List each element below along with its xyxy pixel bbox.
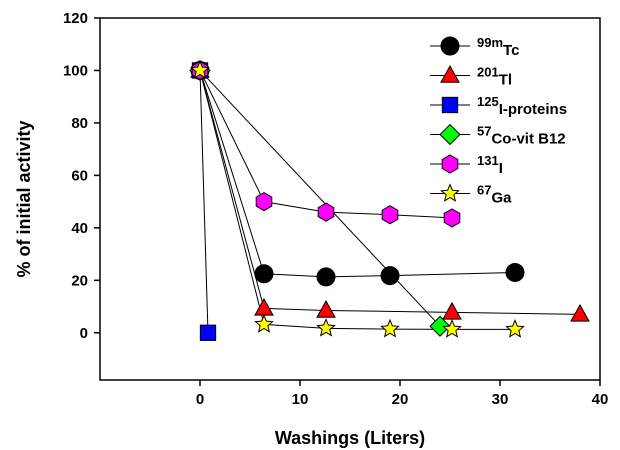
legend-item: 131I bbox=[430, 153, 503, 177]
legend-marker bbox=[440, 65, 460, 83]
data-point-square bbox=[199, 324, 217, 341]
data-point-circle bbox=[254, 264, 274, 284]
y-tick-label: 60 bbox=[71, 167, 88, 184]
data-point-diamond bbox=[429, 315, 451, 337]
data-point-hexagon bbox=[317, 202, 335, 222]
legend-label: 125I-proteins bbox=[477, 94, 567, 118]
data-point-hexagon bbox=[443, 208, 461, 228]
data-point-hexagon bbox=[381, 205, 399, 225]
y-axis-title: % of initial activity bbox=[14, 120, 34, 277]
data-point-circle bbox=[316, 267, 336, 287]
legend-marker bbox=[440, 36, 460, 56]
legend-item: 57Co-vit B12 bbox=[430, 124, 566, 148]
legend-label: 57Co-vit B12 bbox=[477, 124, 566, 148]
data-point-star bbox=[505, 319, 525, 338]
legend-marker bbox=[440, 183, 460, 202]
x-tick-label: 30 bbox=[492, 391, 509, 408]
axis-ticks: 0 10 20 30 40 0 20 40 60 80 100 120 bbox=[63, 10, 608, 408]
x-tick-label: 20 bbox=[392, 391, 409, 408]
legend-marker bbox=[441, 154, 459, 174]
legend-item: 99mTc bbox=[430, 35, 519, 59]
data-point-star bbox=[442, 319, 462, 338]
data-point-star bbox=[254, 314, 274, 333]
data-point-triangle bbox=[442, 301, 462, 320]
series-markers bbox=[189, 59, 590, 341]
series-line-square bbox=[199, 70, 209, 333]
legend-marker bbox=[441, 96, 459, 114]
x-axis-title: Washings (Liters) bbox=[275, 428, 425, 448]
y-tick-label: 100 bbox=[63, 62, 88, 79]
legend-label: 201Tl bbox=[477, 65, 512, 89]
y-tick-label: 0 bbox=[80, 325, 88, 342]
series-line-hexagon bbox=[199, 70, 453, 219]
data-point-star bbox=[380, 318, 400, 338]
series-line-diamond bbox=[199, 70, 441, 327]
legend: 99mTc 201Tl 125I-proteins 57Co-vit B12 131I 6… bbox=[430, 35, 567, 207]
legend-item: 201Tl bbox=[430, 65, 512, 89]
legend-item: 67Ga bbox=[430, 183, 512, 207]
data-point-hexagon bbox=[255, 192, 273, 212]
data-point-circle bbox=[505, 262, 525, 282]
series-line-star bbox=[199, 70, 515, 330]
legend-marker bbox=[439, 123, 461, 146]
data-point-triangle bbox=[316, 300, 336, 318]
y-tick-label: 120 bbox=[63, 10, 88, 27]
plot-frame bbox=[99, 17, 601, 381]
legend-label: 131I bbox=[477, 153, 503, 177]
data-point-triangle bbox=[570, 303, 590, 322]
x-tick-label: 40 bbox=[592, 391, 609, 408]
data-point-star bbox=[316, 318, 336, 337]
x-tick-label: 0 bbox=[196, 391, 204, 408]
y-tick-label: 20 bbox=[71, 272, 88, 289]
data-point-star bbox=[190, 60, 210, 79]
y-tick-label: 40 bbox=[71, 220, 88, 237]
y-tick-label: 80 bbox=[71, 115, 88, 132]
data-point-circle bbox=[380, 266, 400, 286]
x-tick-label: 10 bbox=[292, 391, 309, 408]
legend-label: 67Ga bbox=[477, 183, 512, 207]
legend-item: 125I-proteins bbox=[430, 94, 567, 118]
legend-label: 99mTc bbox=[477, 35, 519, 59]
